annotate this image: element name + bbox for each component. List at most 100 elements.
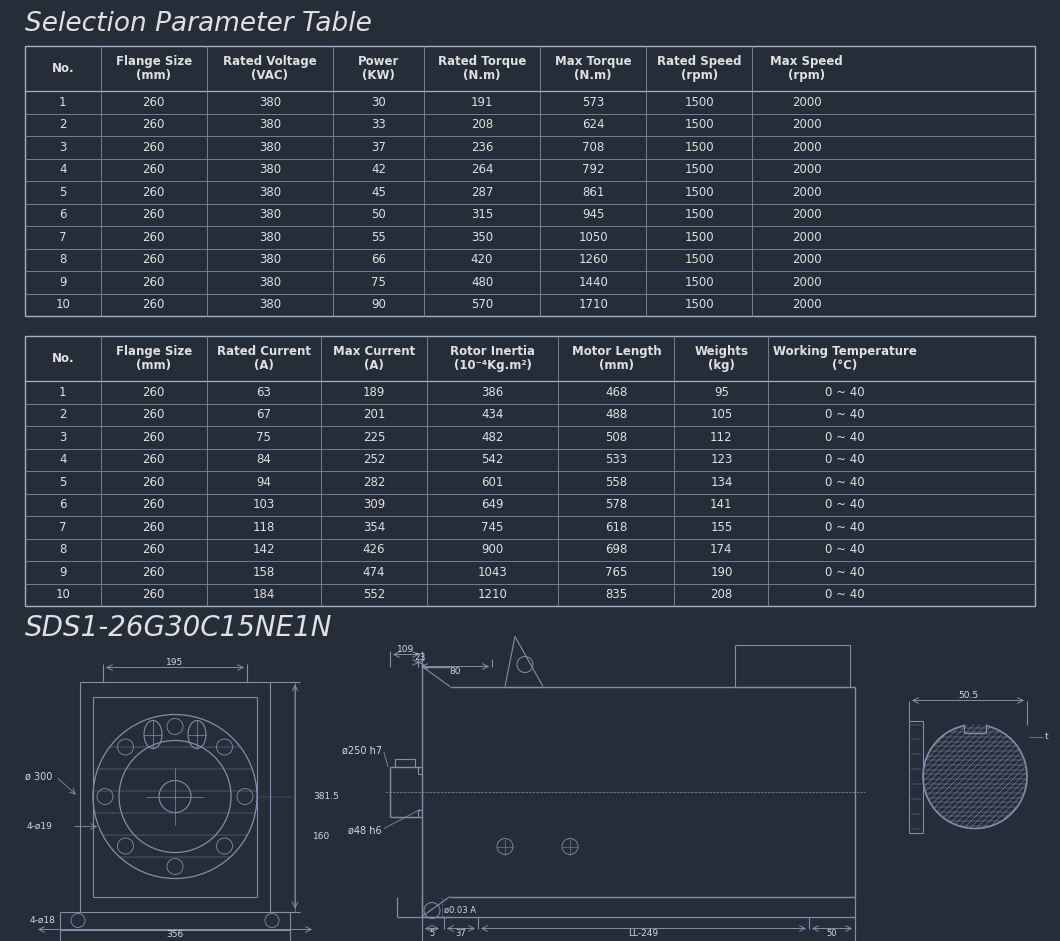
Text: 1710: 1710: [578, 298, 608, 311]
Text: 66: 66: [371, 253, 386, 266]
Text: 189: 189: [363, 386, 385, 399]
Text: 9: 9: [59, 276, 67, 289]
Text: 1260: 1260: [578, 253, 608, 266]
Text: 109: 109: [398, 645, 414, 654]
Text: 434: 434: [481, 408, 504, 422]
Text: 5: 5: [59, 185, 67, 199]
Text: 4-ø18: 4-ø18: [29, 916, 55, 925]
Text: (KW): (KW): [363, 70, 395, 82]
Text: 2000: 2000: [792, 119, 822, 131]
Text: 260: 260: [143, 231, 165, 244]
Text: 105: 105: [710, 408, 732, 422]
Text: 426: 426: [363, 543, 385, 556]
Text: 67: 67: [257, 408, 271, 422]
Text: 1500: 1500: [685, 208, 714, 221]
Text: 94: 94: [257, 476, 271, 488]
Text: 10: 10: [55, 298, 70, 311]
Text: 1500: 1500: [685, 163, 714, 176]
Text: 533: 533: [605, 454, 628, 466]
Text: 10: 10: [55, 588, 70, 601]
Text: 184: 184: [252, 588, 275, 601]
Text: 380: 380: [259, 208, 281, 221]
Text: 1500: 1500: [685, 253, 714, 266]
Text: 260: 260: [143, 476, 165, 488]
Text: 380: 380: [259, 163, 281, 176]
Text: 6: 6: [59, 498, 67, 511]
Text: 2: 2: [59, 408, 67, 422]
Text: 381.5: 381.5: [313, 792, 339, 801]
Text: t: t: [1045, 732, 1048, 741]
Text: 350: 350: [471, 231, 493, 244]
Text: (A): (A): [364, 359, 384, 373]
Text: 573: 573: [582, 96, 604, 109]
Text: (VAC): (VAC): [251, 70, 288, 82]
Text: (A): (A): [254, 359, 273, 373]
Text: 7: 7: [59, 231, 67, 244]
Text: 33: 33: [371, 119, 386, 131]
Text: 160: 160: [313, 832, 331, 841]
Text: 112: 112: [710, 431, 732, 444]
Text: 482: 482: [481, 431, 504, 444]
Text: 468: 468: [605, 386, 628, 399]
Text: (mm): (mm): [137, 70, 172, 82]
Text: ø48 h6: ø48 h6: [349, 825, 382, 836]
Text: 542: 542: [481, 454, 504, 466]
Text: 315: 315: [471, 208, 493, 221]
Text: Max Current: Max Current: [333, 344, 416, 358]
Text: 260: 260: [143, 119, 165, 131]
Text: 142: 142: [252, 543, 276, 556]
Text: 282: 282: [363, 476, 385, 488]
Text: 30: 30: [371, 96, 386, 109]
Text: 260: 260: [143, 588, 165, 601]
Text: Rated Speed: Rated Speed: [657, 55, 741, 68]
Text: 50: 50: [827, 929, 837, 938]
Text: 8: 8: [59, 253, 67, 266]
Text: 174: 174: [710, 543, 732, 556]
Text: 75: 75: [257, 431, 271, 444]
Text: 1500: 1500: [685, 231, 714, 244]
Text: 618: 618: [605, 520, 628, 534]
Text: 1210: 1210: [478, 588, 508, 601]
Text: 260: 260: [143, 253, 165, 266]
Text: 2000: 2000: [792, 96, 822, 109]
Text: ø250 h7: ø250 h7: [342, 745, 382, 756]
Text: 0 ~ 40: 0 ~ 40: [826, 498, 865, 511]
Text: 765: 765: [605, 566, 628, 579]
Text: 90: 90: [371, 298, 386, 311]
Text: 380: 380: [259, 119, 281, 131]
Text: 141: 141: [710, 498, 732, 511]
Text: 745: 745: [481, 520, 504, 534]
Text: 191: 191: [471, 96, 493, 109]
Text: 2: 2: [59, 119, 67, 131]
Text: 1043: 1043: [478, 566, 508, 579]
Text: 380: 380: [259, 96, 281, 109]
Text: 195: 195: [166, 658, 183, 667]
Text: 8: 8: [59, 543, 67, 556]
Text: Rated Voltage: Rated Voltage: [223, 55, 317, 68]
Text: 123: 123: [710, 454, 732, 466]
Text: 380: 380: [259, 141, 281, 153]
Text: 225: 225: [363, 431, 385, 444]
Text: 201: 201: [363, 408, 385, 422]
Text: 260: 260: [143, 163, 165, 176]
Text: No.: No.: [52, 62, 74, 75]
Text: Flange Size: Flange Size: [116, 344, 192, 358]
Bar: [25, 336, 1035, 606]
Text: 698: 698: [605, 543, 628, 556]
Text: 155: 155: [710, 520, 732, 534]
Text: 260: 260: [143, 408, 165, 422]
Text: 2000: 2000: [792, 208, 822, 221]
Text: 4-ø19: 4-ø19: [26, 822, 52, 831]
Text: 0 ~ 40: 0 ~ 40: [826, 408, 865, 422]
Text: 1500: 1500: [685, 276, 714, 289]
Text: 2000: 2000: [792, 253, 822, 266]
Bar: [964, 722, 986, 732]
Text: 1: 1: [59, 386, 67, 399]
Text: 624: 624: [582, 119, 604, 131]
Text: 7: 7: [59, 520, 67, 534]
Text: 578: 578: [605, 498, 628, 511]
Text: 3: 3: [59, 431, 67, 444]
Text: 488: 488: [605, 408, 628, 422]
Text: 260: 260: [143, 208, 165, 221]
Text: 260: 260: [143, 431, 165, 444]
